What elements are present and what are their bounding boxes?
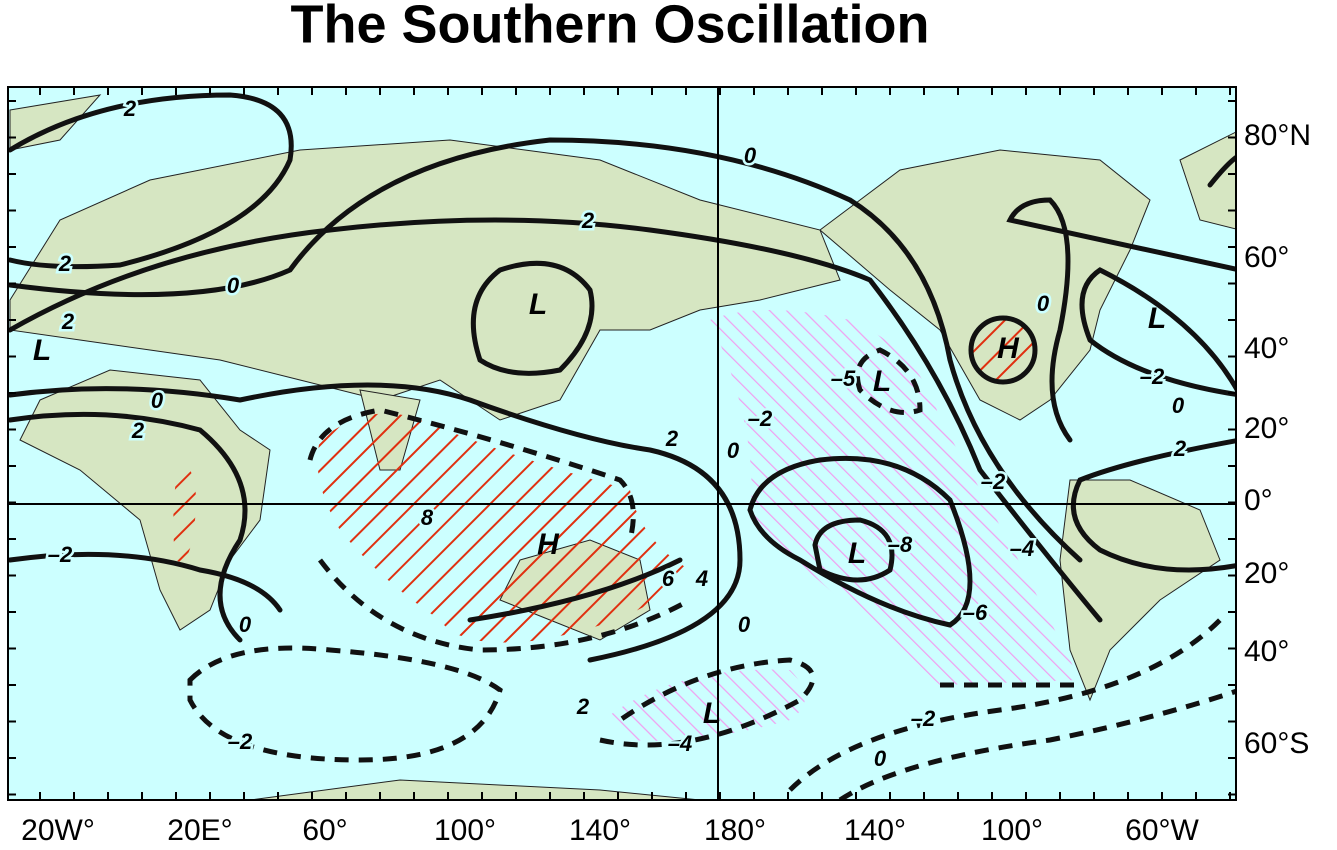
map: 2 0 2 2 0 2 0 2 –2 2 0 0 –2 0 2 –5 –2 –4… [8,87,1236,800]
x-label: 20E° [167,814,232,847]
y-label: 40° [1244,332,1289,365]
contour-label: 2 [58,251,72,276]
contour-label: –2 [748,406,773,431]
contour-label: –4 [1010,536,1034,561]
pressure-center: L [1148,302,1166,335]
contours [8,92,1236,800]
contour-label: 2 [1173,436,1187,461]
y-label: 60° [1244,241,1289,274]
pressure-centers: L L L L H H L L [33,288,1166,730]
pressure-center: L [848,537,866,570]
contour-label: 0 [738,612,751,637]
contour-label: –2 [48,542,73,567]
contour-label: 6 [662,566,675,591]
x-label: 140° [569,814,631,847]
contour-label: 0 [227,273,240,298]
contour-label: –2 [981,469,1006,494]
contour-label: 8 [421,505,434,530]
contour-label: 0 [727,438,740,463]
x-axis-labels: 20W° 20E° 60° 100° 140° 180° 140° 100° 6… [21,814,1199,847]
contour-label: 2 [123,96,137,121]
pressure-center: L [529,288,547,321]
contour-label: 0 [239,612,252,637]
contour-label: 2 [581,208,595,233]
contour-label: 2 [61,309,75,334]
contour-label: –8 [888,532,913,557]
contour-label: 0 [744,143,757,168]
contour-label: 2 [131,418,145,443]
contour-label: –6 [963,600,988,625]
pressure-center: L [33,334,51,367]
y-label: 60°S [1244,727,1309,760]
pressure-center: L [703,697,721,730]
x-label: 60° [302,814,347,847]
y-label: 20° [1244,412,1289,445]
contour-label: 2 [665,426,679,451]
contour-label: 4 [695,566,708,591]
contour-label: 0 [1172,393,1185,418]
contour-labels: 2 0 2 2 0 2 0 2 –2 2 0 0 –2 0 2 –5 –2 –4… [45,93,1189,773]
contour-label: 0 [1037,291,1050,316]
x-label: 60°W [1125,814,1199,847]
contour-label: –2 [1140,364,1165,389]
contour-label: –5 [831,366,856,391]
x-label: 20W° [21,814,95,847]
x-label: 140° [844,814,906,847]
hatching [173,310,1080,741]
y-label: 20° [1244,557,1289,590]
y-label: 40° [1244,635,1289,668]
x-label: 100° [981,814,1043,847]
pressure-center: L [873,365,891,398]
x-label: 100° [434,814,496,847]
contour-label: –2 [228,729,253,754]
frame [7,86,1237,801]
contour-label: –2 [911,706,936,731]
pressure-center: H [997,332,1020,365]
ticks [8,87,1236,800]
y-label: 0° [1244,484,1273,517]
contour-label: 0 [874,746,887,771]
title: The Southern Oscillation [290,0,929,54]
contour-label: –4 [668,731,692,756]
y-label: 80°N [1244,119,1311,152]
contour-label: 2 [576,694,590,719]
y-axis-labels: 80°N 60° 40° 20° 0° 20° 40° 60°S [1244,119,1311,760]
x-label: 180° [704,814,766,847]
contour-label: 0 [151,388,164,413]
pressure-center: H [537,528,560,561]
